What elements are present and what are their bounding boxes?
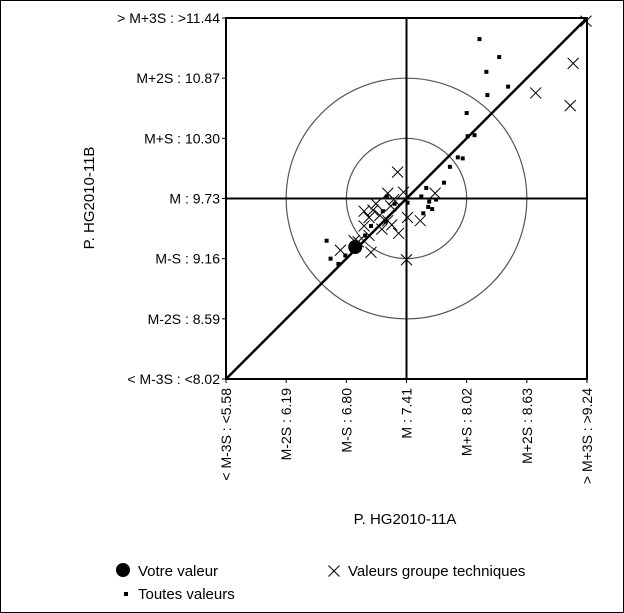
data-point [529,87,542,99]
legend-item: Toutes valeurs [124,586,235,603]
y-tick-label: M-2S : 8.59 [148,311,221,327]
data-point [380,209,385,214]
data-point [421,211,426,216]
x-tick-label: < M-3S : <5.58 [218,388,234,481]
data-point [484,69,489,74]
data-point [392,201,397,206]
data-point [387,193,400,206]
data-point [384,194,389,199]
y-tick-label: M+2S : 10.87 [136,70,220,86]
data-point [414,214,427,227]
data-point [424,185,429,190]
data-point [426,204,431,209]
data-point [381,214,394,227]
legend-item: Votre valeur [116,563,218,580]
data-point [358,220,370,232]
data-point [405,200,410,205]
data-point [368,223,373,228]
data-point [464,111,469,115]
y-tick-label: < M-3S : <8.02 [127,371,220,387]
data-point [392,227,405,240]
legend-item: Valeurs groupe techniques [328,563,525,580]
data-point [455,155,460,160]
y-tick-label: M : 9.73 [169,191,220,207]
data-point [434,197,439,202]
data-point [328,256,333,261]
data-point [370,197,382,210]
data-point [580,15,592,28]
data-point [506,84,511,89]
data-point [365,246,377,259]
y-axis-title: P. HG2010-11B [81,147,98,250]
data-point [472,133,477,138]
series-toutes-valeurs [324,37,511,266]
data-point [391,166,404,178]
data-point [441,180,446,185]
data-point [460,156,465,161]
x-tick-label: M : 7.41 [399,388,415,439]
data-point [497,55,502,60]
data-point [336,261,341,266]
x-tick-label: M-S : 6.80 [338,388,354,453]
legend-label: Valeurs groupe techniques [348,563,525,580]
data-point [429,187,441,200]
x-tick-label: M-2S : 6.19 [278,388,294,461]
data-point [363,229,375,242]
data-point [334,244,347,257]
x-tick-label: > M+3S : >9.24 [579,388,595,484]
data-point [465,134,470,139]
x-tick-label: M+2S : 8.63 [519,388,535,464]
data-point [477,37,482,42]
tick-labels: < M-3S : <8.02 M-2S : 8.59 M-S : 9.16 M : 9… [117,10,595,484]
legend-marker [328,565,340,577]
data-point [567,57,580,70]
data-point [324,238,329,243]
diagonal-line [225,17,588,380]
legend-marker [124,592,128,596]
data-point [383,219,388,224]
data-point [564,99,577,112]
legend-marker [116,563,130,577]
data-point [363,233,368,238]
y-tick-label: M+S : 10.30 [144,130,220,146]
legend: Votre valeur Valeurs groupe techniques Tou… [116,563,525,603]
data-point [401,211,414,224]
data-point [374,209,386,222]
data-point [400,253,413,266]
legend-label: Votre valeur [138,563,218,580]
data-point [447,164,452,169]
legend-label: Toutes valeurs [138,586,235,603]
data-point [485,93,490,98]
data-point [419,194,424,199]
x-tick-label: M+S : 8.02 [459,388,475,456]
data-point [367,204,379,216]
data-point [397,186,410,199]
data-point [363,211,375,224]
y-tick-label: > M+3S : >11.44 [117,10,220,26]
y-tick-label: M-S : 9.16 [155,251,220,267]
data-point [384,200,397,212]
data-point [430,207,435,212]
data-point [348,240,363,255]
series-votre-valeur [348,240,363,255]
series-valeurs-groupe-techniques [334,15,592,266]
data-point [375,223,388,235]
plot-area [225,15,592,380]
data-point [427,199,432,204]
x-axis-title: P. HG2010-11A [354,511,457,528]
